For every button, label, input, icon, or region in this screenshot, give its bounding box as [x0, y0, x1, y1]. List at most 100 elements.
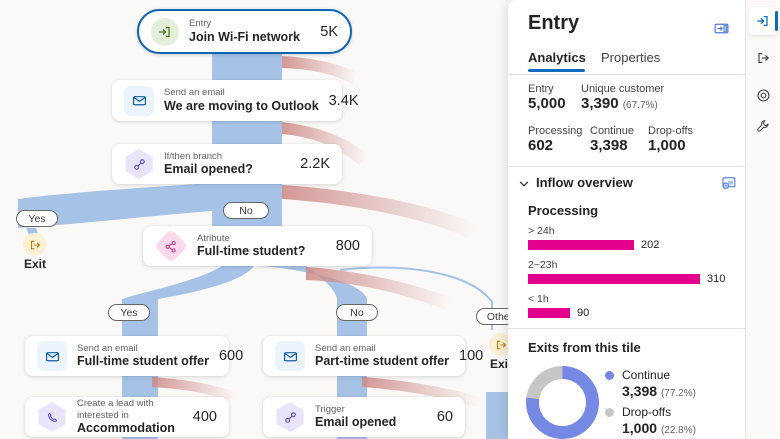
rail-entry-button[interactable]	[749, 7, 777, 35]
bar-category: > 24h	[528, 225, 555, 237]
bar-gt24h	[528, 240, 634, 250]
branch-pill-yes-left[interactable]: Yes	[16, 210, 58, 227]
right-icon-rail	[745, 0, 780, 439]
tile-title: Part-time student offer	[315, 354, 450, 369]
tile-type-label: Send an email	[315, 342, 376, 354]
exits-donut-chart	[526, 366, 599, 439]
tile-count: 600	[218, 348, 244, 364]
legend-continue-value: 3,398 (77.2%)	[622, 383, 696, 399]
tile-entry[interactable]: Entry Join Wi-Fi network 5K	[137, 9, 352, 54]
ribbon-yes-left	[18, 183, 212, 228]
exit-label-left: Exit	[23, 257, 46, 271]
rail-settings-button[interactable]	[749, 112, 777, 140]
exit-door-icon	[758, 53, 769, 63]
dock-entry-icon[interactable]	[713, 20, 730, 42]
bar-category: < 1h	[528, 293, 549, 305]
tile-title: Email opened	[315, 415, 397, 430]
dropoff-ribbon-1	[282, 56, 358, 84]
tile-count: 100	[459, 348, 484, 364]
stat-entry-label: Entry	[528, 83, 554, 95]
bar-category: 2~23h	[528, 259, 558, 271]
tile-ifthen-branch[interactable]: If/then branch Email opened? 2.2K	[112, 144, 342, 184]
entry-door-icon	[151, 17, 179, 46]
chevron-down-icon[interactable]	[518, 177, 530, 195]
ribbon-attr-yes	[122, 266, 254, 439]
email-icon	[275, 341, 305, 371]
bar-row: 90	[528, 307, 589, 319]
stat-entry-value: 5,000	[528, 95, 566, 112]
legend-continue-label: Continue	[622, 368, 671, 382]
branch-pill-no-bottom[interactable]: No	[336, 304, 378, 321]
tile-title: Join Wi-Fi network	[189, 29, 300, 44]
divider	[508, 328, 745, 329]
trigger-icon	[276, 402, 304, 432]
legend-dropoffs-value: 1,000 (22.8%)	[622, 420, 696, 436]
tile-send-email-outlook[interactable]: Send an email We are moving to Outlook 3…	[112, 80, 359, 121]
branch-condition-icon	[125, 149, 153, 179]
branch-pill-yes-bottom[interactable]: Yes	[108, 304, 150, 321]
exit-node-other[interactable]	[489, 333, 512, 356]
tile-title: Email opened?	[164, 162, 253, 177]
active-tab-underline	[528, 69, 585, 72]
stat-unique-pct: (67.7%)	[622, 100, 658, 111]
stat-dropoffs-value: 1,000	[648, 137, 686, 154]
divider	[508, 74, 745, 75]
tile-attribute-branch[interactable]: Atribute Full-time student? 800	[143, 226, 372, 266]
exit-icon	[496, 340, 506, 349]
email-icon	[37, 341, 67, 371]
tile-send-email-fulltime[interactable]: Send an email Full-time student offer 60…	[25, 336, 243, 376]
active-rail-indicator	[775, 11, 778, 31]
tile-type-label: Send an email	[164, 87, 225, 99]
bar-row: 202	[528, 239, 659, 251]
tile-title: We are moving to Outlook	[164, 98, 319, 113]
analytics-panel: Entry Analytics Properties Entry 5,000 U…	[508, 0, 745, 439]
bar-2to23h	[528, 274, 700, 284]
tile-type-label: If/then branch	[164, 150, 223, 162]
branch-pill-no-mid[interactable]: No	[223, 202, 269, 219]
stat-continue-label: Continue	[590, 125, 635, 137]
tile-count: 2.2K	[300, 156, 330, 172]
tile-create-lead[interactable]: Create a lead with interested in Accommo…	[25, 397, 229, 437]
bar-value: 310	[707, 273, 726, 285]
exit-node-left[interactable]	[23, 233, 46, 256]
bar-lt1h	[528, 308, 570, 318]
tile-title: Full-time student?	[197, 244, 306, 259]
rail-goal-button[interactable]	[749, 81, 777, 109]
tile-count: 400	[192, 409, 217, 425]
stat-continue-value: 3,398	[590, 137, 628, 154]
inflow-overview-header[interactable]: Inflow overview	[536, 175, 633, 190]
tab-analytics[interactable]: Analytics	[528, 50, 586, 65]
bar-row: 310	[528, 273, 725, 285]
dropoff-ribbon-2	[282, 122, 368, 165]
bar-value: 202	[641, 239, 660, 251]
tile-title: Accommodation	[77, 420, 175, 435]
email-icon	[124, 85, 154, 116]
entry-door-icon	[757, 15, 768, 27]
target-icon	[756, 88, 770, 102]
wrench-icon	[757, 120, 769, 132]
tile-type-label: Entry	[189, 18, 212, 30]
tile-type-label: Trigger	[315, 403, 345, 415]
dropoff-ribbon-4	[306, 267, 452, 310]
stat-unique-value: 3,390 (67.7%)	[581, 95, 658, 112]
panel-title: Entry	[528, 12, 580, 34]
tab-properties[interactable]: Properties	[601, 50, 661, 65]
ribbon-attr-other-line	[339, 266, 493, 330]
tile-trigger[interactable]: Trigger Email opened 60	[263, 397, 465, 437]
tile-title: Full-time student offer	[77, 354, 209, 369]
exit-icon	[30, 240, 40, 249]
attribute-split-icon	[154, 229, 188, 263]
ribbon-bottom-right	[486, 392, 508, 439]
rail-exit-button[interactable]	[749, 44, 777, 72]
tile-count: 800	[335, 238, 360, 254]
dropoff-ribbon-5	[152, 377, 236, 401]
exits-header: Exits from this tile	[528, 340, 641, 355]
stat-processing-value: 602	[528, 137, 554, 154]
donut-hole	[539, 379, 586, 426]
tile-count: 3.4K	[328, 92, 359, 109]
tile-type-label: Atribute	[197, 232, 230, 244]
tile-send-email-parttime[interactable]: Send an email Part-time student offer 10…	[263, 336, 483, 376]
exit-label-other: Exit	[489, 357, 512, 371]
inflow-details-icon[interactable]	[720, 174, 737, 196]
